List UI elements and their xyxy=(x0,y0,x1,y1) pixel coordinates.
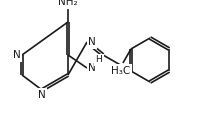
Text: H₃C: H₃C xyxy=(111,66,130,76)
Text: H: H xyxy=(96,56,102,65)
Text: N: N xyxy=(88,63,96,73)
Text: N: N xyxy=(88,37,96,47)
Text: NH₂: NH₂ xyxy=(58,0,78,7)
Text: N: N xyxy=(38,90,46,100)
Text: N: N xyxy=(13,50,21,60)
